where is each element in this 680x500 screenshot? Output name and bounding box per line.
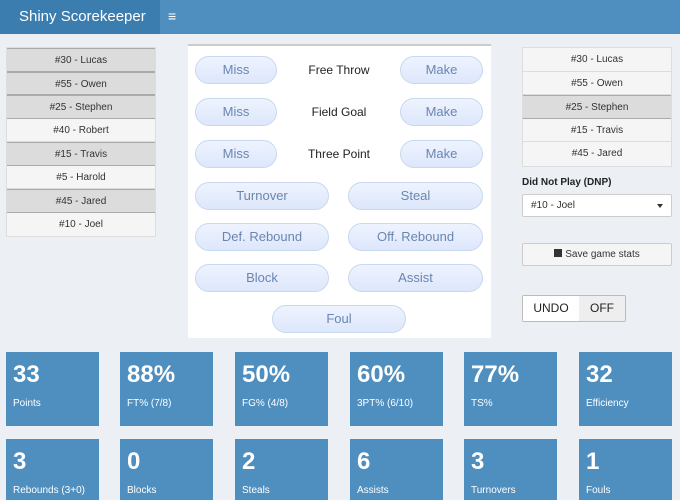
free-throw-miss-button[interactable]: Miss [195, 56, 277, 84]
three-point-miss-button[interactable]: Miss [195, 140, 277, 168]
menu-icon[interactable]: ≡ [168, 8, 177, 24]
app-brand[interactable]: Shiny Scorekeeper [0, 0, 160, 34]
undo-toggle[interactable]: UNDO OFF [522, 295, 626, 322]
stat-value: 88% [127, 361, 176, 388]
oncourt-item-lucas[interactable]: #30 - Lucas [523, 48, 671, 72]
roster-item-stephen[interactable]: #25 - Stephen [7, 95, 155, 119]
stat-value: 32 [586, 361, 613, 388]
free-throw-label: Free Throw [308, 63, 370, 77]
stat-caption: FT% (7/8) [127, 398, 172, 409]
dnp-select[interactable]: #10 - Joel [522, 194, 672, 217]
undo-state-label[interactable]: OFF [579, 296, 625, 321]
stat-value: 3 [471, 448, 485, 475]
stat-value: 1 [586, 448, 600, 475]
stat-caption: Rebounds (3+0) [13, 485, 85, 496]
stat-value: 6 [357, 448, 371, 475]
stat-caption: Turnovers [471, 485, 516, 496]
oncourt-item-jared[interactable]: #45 - Jared [523, 142, 671, 166]
stat-caption: TS% [471, 398, 493, 409]
stat-caption: FG% (4/8) [242, 398, 289, 409]
stat-value: 2 [242, 448, 256, 475]
stat-box-steals: 2 Steals [235, 439, 328, 500]
save-game-label: Save game stats [565, 249, 640, 260]
roster-item-harold[interactable]: #5 - Harold [7, 165, 155, 189]
roster-item-robert[interactable]: #40 - Robert [7, 118, 155, 142]
stat-value: 50% [242, 361, 291, 388]
oncourt-item-stephen[interactable]: #25 - Stephen [523, 95, 671, 119]
oncourt-item-travis[interactable]: #15 - Travis [523, 118, 671, 142]
field-goal-miss-button[interactable]: Miss [195, 98, 277, 126]
roster-list-right: #30 - Lucas #55 - Owen #25 - Stephen #15… [522, 47, 672, 167]
three-point-make-button[interactable]: Make [400, 140, 483, 168]
stat-value: 33 [13, 361, 40, 388]
stat-value: 60% [357, 361, 406, 388]
stat-box-assists: 6 Assists [350, 439, 443, 500]
roster-item-joel[interactable]: #10 - Joel [7, 212, 155, 236]
block-button[interactable]: Block [195, 264, 329, 292]
roster-item-travis[interactable]: #15 - Travis [7, 142, 155, 166]
off-rebound-button[interactable]: Off. Rebound [348, 223, 483, 251]
stat-box-points: 33 Points [6, 352, 99, 426]
assist-button[interactable]: Assist [348, 264, 483, 292]
dnp-title: Did Not Play (DNP) [522, 177, 612, 188]
save-game-button[interactable]: Save game stats [522, 243, 672, 266]
stat-caption: Points [13, 398, 41, 409]
def-rebound-button[interactable]: Def. Rebound [195, 223, 329, 251]
roster-item-lucas[interactable]: #30 - Lucas [7, 48, 155, 72]
stat-caption: Steals [242, 485, 270, 496]
free-throw-make-button[interactable]: Make [400, 56, 483, 84]
foul-button[interactable]: Foul [272, 305, 406, 333]
roster-list-left: #30 - Lucas #55 - Owen #25 - Stephen #40… [6, 47, 156, 237]
stat-box-efficiency: 32 Efficiency [579, 352, 672, 426]
stat-caption: Blocks [127, 485, 157, 496]
undo-label[interactable]: UNDO [523, 296, 579, 321]
stat-box-fg-pct: 50% FG% (4/8) [235, 352, 328, 426]
navbar: Shiny Scorekeeper ≡ [0, 0, 680, 34]
stat-value: 0 [127, 448, 141, 475]
roster-item-owen[interactable]: #55 - Owen [7, 71, 155, 95]
three-point-label: Three Point [307, 147, 371, 161]
stat-value: 77% [471, 361, 520, 388]
stat-value: 3 [13, 448, 27, 475]
stat-caption: Efficiency [586, 398, 629, 409]
stat-box-turnovers: 3 Turnovers [464, 439, 557, 500]
stat-box-fouls: 1 Fouls [579, 439, 672, 500]
stat-box-3pt-pct: 60% 3PT% (6/10) [350, 352, 443, 426]
oncourt-item-owen[interactable]: #55 - Owen [523, 71, 671, 95]
roster-item-jared[interactable]: #45 - Jared [7, 189, 155, 213]
dnp-select-value: #10 - Joel [531, 200, 575, 211]
field-goal-label: Field Goal [311, 105, 367, 119]
action-panel: Miss Free Throw Make Miss Field Goal Mak… [188, 44, 491, 338]
stat-box-rebounds: 3 Rebounds (3+0) [6, 439, 99, 500]
stat-box-ft-pct: 88% FT% (7/8) [120, 352, 213, 426]
stat-caption: Assists [357, 485, 389, 496]
stat-caption: 3PT% (6/10) [357, 398, 414, 409]
steal-button[interactable]: Steal [348, 182, 483, 210]
field-goal-make-button[interactable]: Make [400, 98, 483, 126]
stat-box-blocks: 0 Blocks [120, 439, 213, 500]
floppy-disk-icon [554, 249, 563, 257]
turnover-button[interactable]: Turnover [195, 182, 329, 210]
stat-caption: Fouls [586, 485, 611, 496]
stat-box-ts-pct: 77% TS% [464, 352, 557, 426]
caret-down-icon [657, 204, 663, 208]
